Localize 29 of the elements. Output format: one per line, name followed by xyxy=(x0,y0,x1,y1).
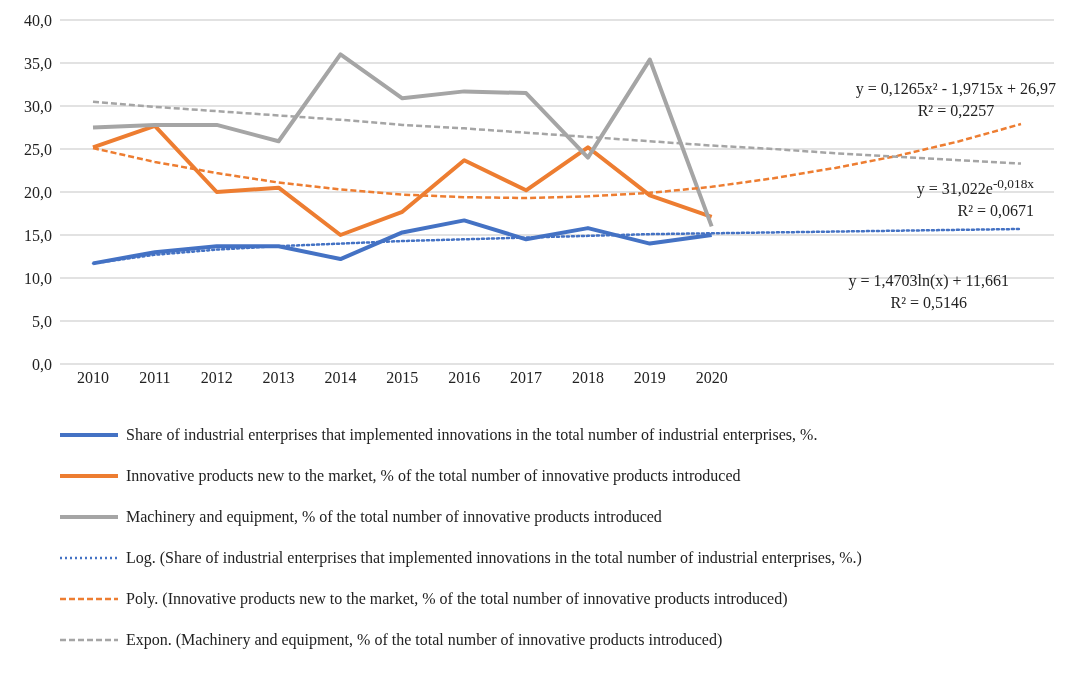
y-tick-label: 35,0 xyxy=(24,54,52,72)
y-tick-label: 25,0 xyxy=(24,140,52,158)
y-tick-label: 20,0 xyxy=(24,183,52,201)
legend-label: Share of industrial enterprises that implemented innovations in the total number of industrial enterprises, %. xyxy=(126,425,818,444)
y-tick-label: 40,0 xyxy=(24,11,52,29)
y-tick-label: 5,0 xyxy=(32,312,52,330)
x-tick-label: 2012 xyxy=(200,369,233,387)
legend-label: Log. (Share of industrial enterprises that implemented innovations in the total number of industrial enterprises, %.) xyxy=(126,548,862,567)
x-tick-label: 2020 xyxy=(695,369,728,387)
x-tick-label: 2015 xyxy=(386,369,419,387)
x-tick-label: 2013 xyxy=(262,369,295,387)
x-tick-label: 2010 xyxy=(77,369,109,387)
y-tick-label: 30,0 xyxy=(24,97,52,115)
x-tick-label: 2011 xyxy=(139,369,171,387)
annotation: y = 0,1265x² - 1,9715x + 26,97 R² = 0,2257 xyxy=(855,79,1056,121)
y-tick-label: 0,0 xyxy=(32,355,52,373)
x-tick-label: 2019 xyxy=(633,369,666,387)
x-tick-label: 2017 xyxy=(510,369,543,387)
annotation: y = 1,4703ln(x) + 11,661 R² = 0,5146 xyxy=(848,271,1009,313)
x-tick-label: 2018 xyxy=(571,369,604,387)
legend-label: Poly. (Innovative products new to the market, % of the total number of innovative products introduced) xyxy=(126,589,788,608)
legend-label: Expon. (Machinery and equipment, % of the total number of innovative products introduced) xyxy=(126,630,723,649)
annotation: y = 31,022e$^{-0,018x}$ R² = 0,0671 xyxy=(916,175,1034,222)
x-tick-label: 2014 xyxy=(324,369,357,387)
x-tick-label: 2016 xyxy=(448,369,481,387)
legend-label: Machinery and equipment, % of the total number of innovative products introduced xyxy=(126,507,662,526)
y-tick-label: 15,0 xyxy=(24,226,52,244)
legend-label: Innovative products new to the market, % of the total number of innovative products introduced xyxy=(126,466,741,485)
y-tick-label: 10,0 xyxy=(24,269,52,287)
